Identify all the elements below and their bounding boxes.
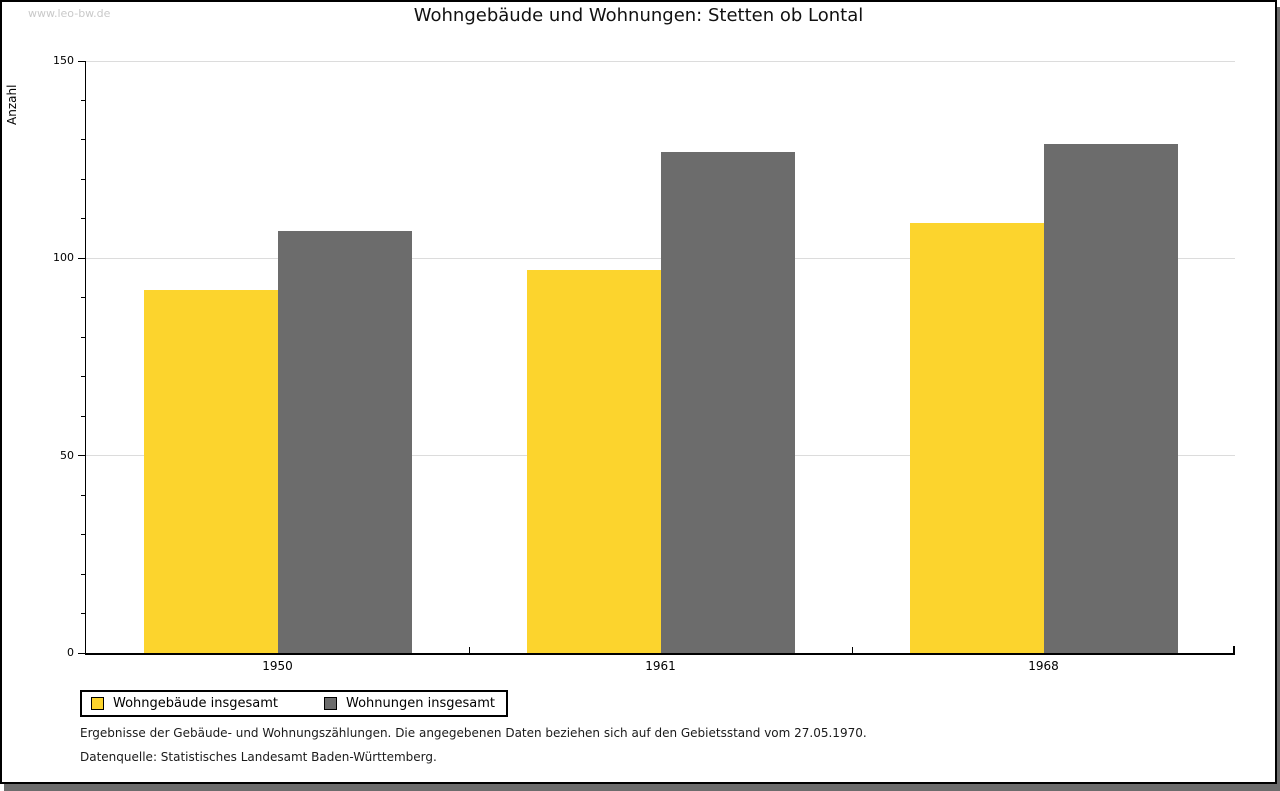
x-boundary-tick-2 xyxy=(851,647,853,653)
y-tick-label-50: 50 xyxy=(60,448,74,462)
y-minor-tick-60 xyxy=(81,415,86,417)
y-minor-tick-130 xyxy=(81,139,86,141)
y-major-tick-150 xyxy=(78,60,86,62)
y-minor-tick-90 xyxy=(81,297,86,299)
bar-1950-wohngebaeude xyxy=(143,290,278,653)
chart-title: Wohngebäude und Wohnungen: Stetten ob Lo… xyxy=(413,5,864,26)
plot-area: 0 50 100 150 1950 1961 1968 xyxy=(53,54,1235,673)
y-minor-tick-80 xyxy=(81,336,86,338)
footnote-line-1: Ergebnisse der Gebäude- und Wohnungszähl… xyxy=(80,726,867,740)
y-minor-tick-40 xyxy=(81,494,86,496)
watermark: www.leo-bw.de xyxy=(28,7,111,20)
x-category-label-1968: 1968 xyxy=(1028,659,1059,673)
y-major-tick-50 xyxy=(78,455,86,457)
y-minor-tick-30 xyxy=(81,534,86,536)
y-axis-label: Anzahl xyxy=(5,84,19,125)
y-major-tick-100 xyxy=(78,257,86,259)
legend-entry-0: Wohngebäude insgesamt xyxy=(91,696,278,711)
y-tick-label-150: 150 xyxy=(53,54,74,67)
bar-1950-wohnungen xyxy=(277,231,412,653)
y-tick-label-100: 100 xyxy=(53,251,74,265)
y-tick-label-0: 0 xyxy=(67,646,74,659)
y-minor-tick-110 xyxy=(81,218,86,220)
legend-box: Wohngebäude insgesamt Wohnungen insgesamt xyxy=(80,690,508,717)
gridline-150 xyxy=(86,60,1235,62)
legend-swatch-0 xyxy=(91,697,104,710)
bar-1968-wohngebaeude xyxy=(909,223,1044,653)
bar-1961-wohngebaeude xyxy=(526,270,661,653)
bar-1968-wohnungen xyxy=(1043,144,1178,653)
legend-label-0: Wohngebäude insgesamt xyxy=(113,696,278,711)
legend-entry-1: Wohnungen insgesamt xyxy=(324,696,495,711)
y-minor-tick-140 xyxy=(81,99,86,101)
y-major-tick-0 xyxy=(78,652,86,654)
y-minor-tick-70 xyxy=(81,376,86,378)
legend-swatch-1 xyxy=(324,697,337,710)
y-minor-tick-120 xyxy=(81,178,86,180)
x-category-label-1950: 1950 xyxy=(262,659,293,673)
x-axis-end-tick xyxy=(1233,646,1235,653)
y-minor-tick-10 xyxy=(81,613,86,615)
x-category-label-1961: 1961 xyxy=(645,659,676,673)
footnote-line-2: Datenquelle: Statistisches Landesamt Bad… xyxy=(80,750,437,764)
legend-label-1: Wohnungen insgesamt xyxy=(346,696,495,711)
bar-1961-wohnungen xyxy=(660,152,795,653)
x-boundary-tick-1 xyxy=(468,647,470,653)
y-minor-tick-20 xyxy=(81,573,86,575)
